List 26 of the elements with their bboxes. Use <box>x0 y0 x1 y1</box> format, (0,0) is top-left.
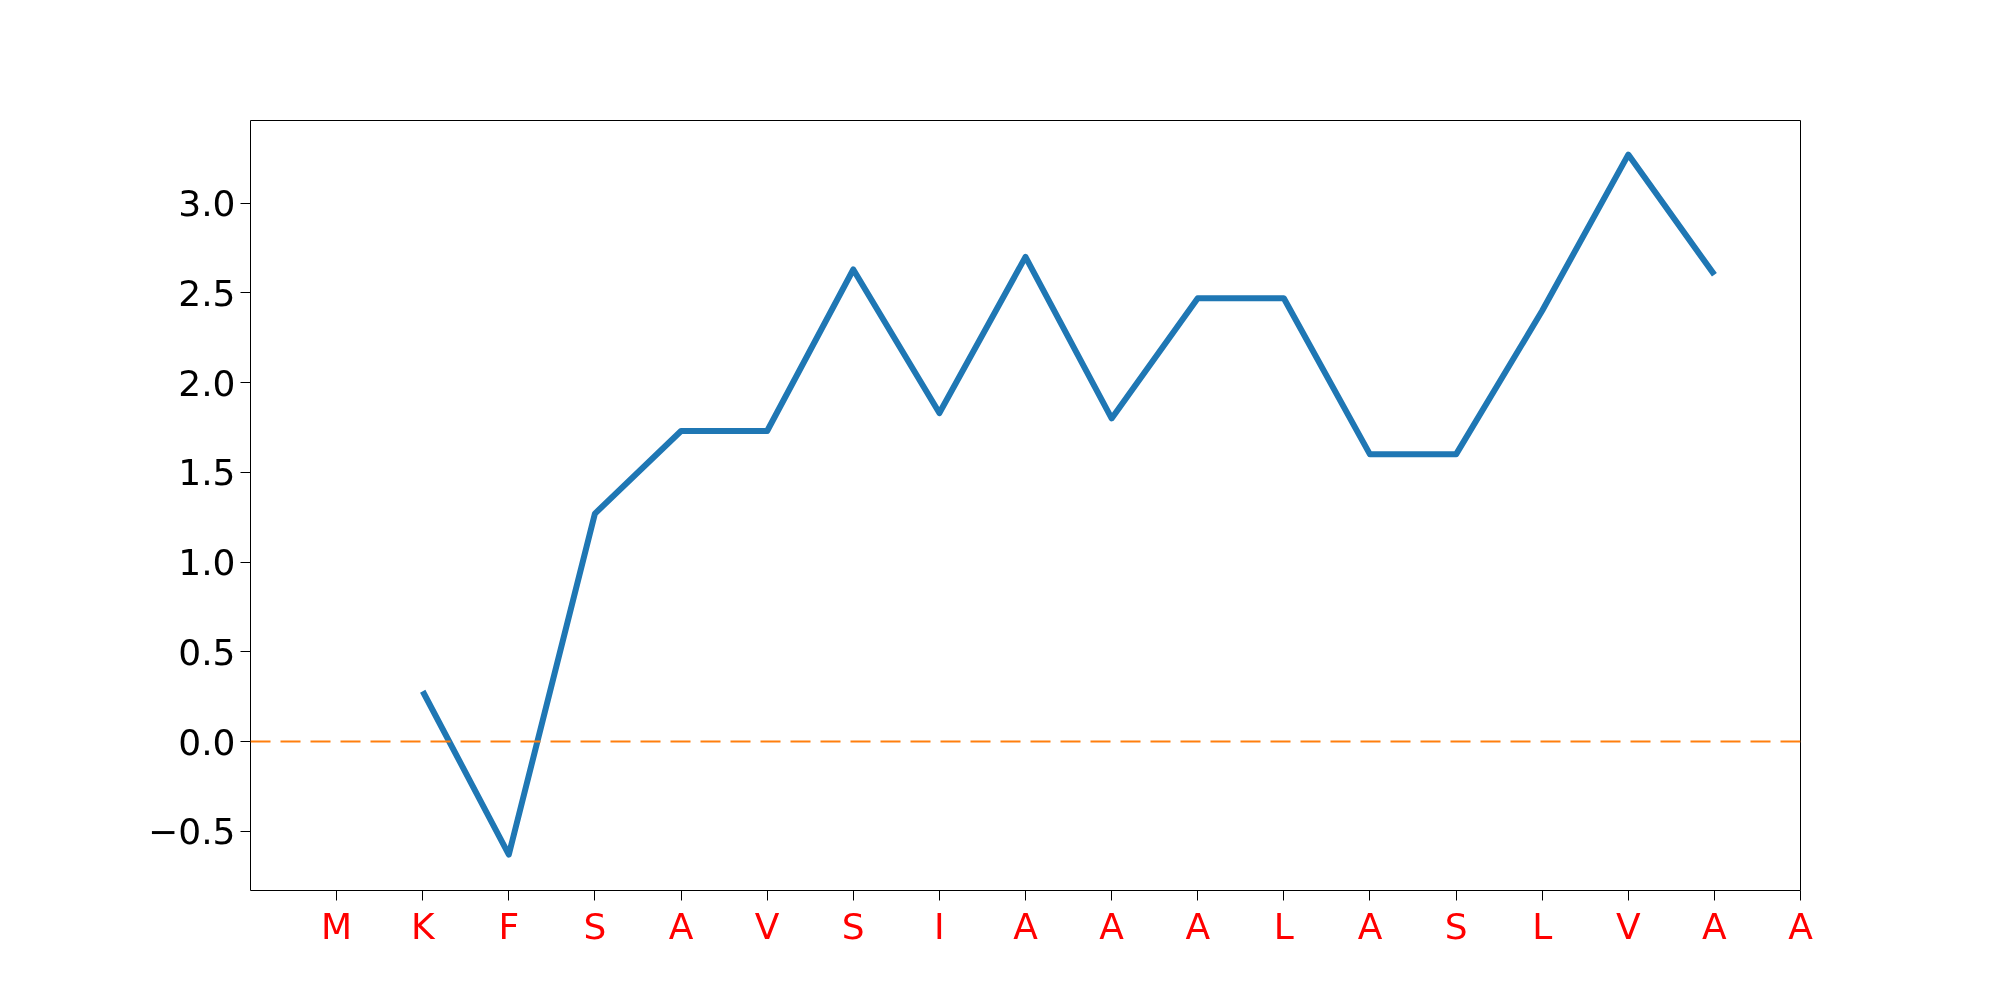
x-tick-label: A <box>1013 905 1039 947</box>
x-tick-label: A <box>1357 905 1383 947</box>
x-tick-label: L <box>1532 905 1553 947</box>
x-tick-label: V <box>754 905 780 947</box>
x-tick-label: F <box>498 905 520 947</box>
y-tick-label: 1.5 <box>178 452 236 494</box>
x-tick-label: A <box>1099 905 1125 947</box>
y-tick-label: 2.0 <box>178 362 236 404</box>
x-tick-label: I <box>934 905 945 947</box>
x-tick-label: A <box>1185 905 1211 947</box>
x-tick-label: V <box>1615 905 1641 947</box>
x-tick-label: A <box>668 905 694 947</box>
y-tick-label: 0.0 <box>178 721 236 763</box>
x-tick-label: A <box>1702 905 1728 947</box>
x-tick-label: A <box>1788 905 1814 947</box>
y-tick-label: 0.5 <box>178 631 236 673</box>
x-tick-label: K <box>410 905 436 947</box>
y-tick-label: 2.5 <box>178 272 236 314</box>
y-tick-label: 3.0 <box>178 183 236 225</box>
x-tick-label: S <box>1444 905 1468 947</box>
x-tick-label: L <box>1273 905 1294 947</box>
y-tick-label: −0.5 <box>148 811 236 853</box>
x-tick-label: M <box>321 905 353 947</box>
y-tick-label: 1.0 <box>178 542 236 584</box>
x-tick-label: S <box>841 905 865 947</box>
x-tick-label: S <box>583 905 607 947</box>
